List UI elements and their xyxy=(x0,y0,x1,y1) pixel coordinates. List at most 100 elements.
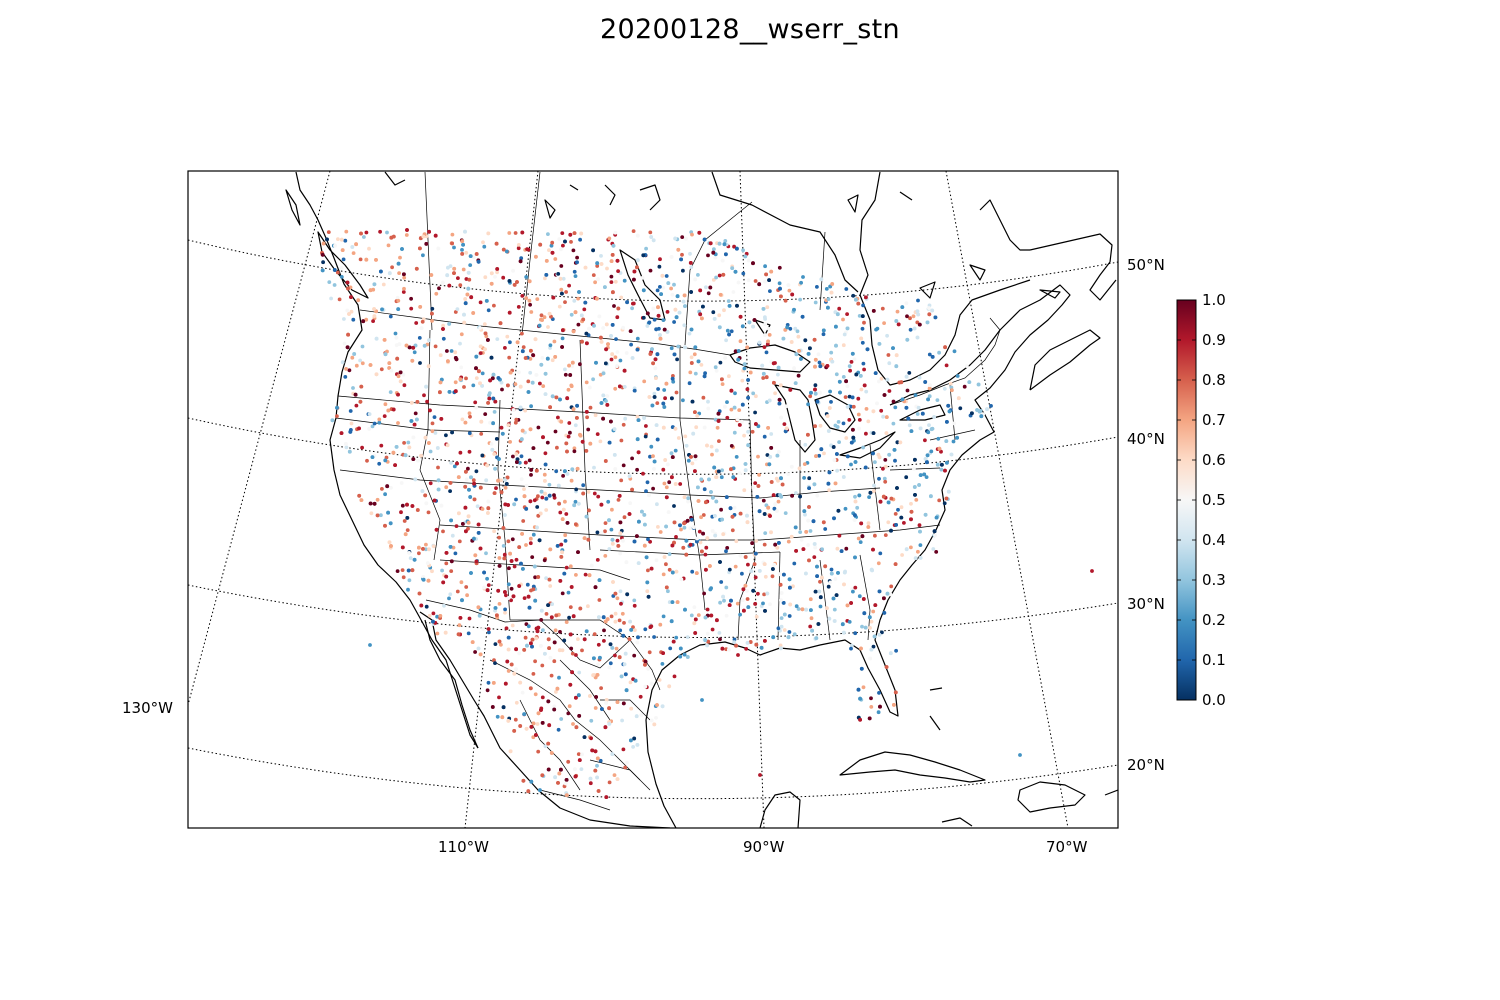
station-dot xyxy=(682,293,687,298)
station-dot xyxy=(859,646,863,651)
station-dot xyxy=(862,611,867,616)
station-dot xyxy=(344,367,348,371)
station-dot xyxy=(949,452,954,457)
station-dot xyxy=(441,327,445,331)
station-dot xyxy=(478,344,483,349)
station-dot xyxy=(561,507,566,512)
station-dot xyxy=(826,297,831,301)
station-dot xyxy=(421,547,425,551)
station-dot xyxy=(746,443,751,448)
station-dot xyxy=(569,646,574,651)
station-dot xyxy=(716,419,721,423)
station-dot xyxy=(743,583,748,588)
station-dot xyxy=(604,698,609,702)
station-dot xyxy=(534,626,539,631)
station-dot xyxy=(763,315,767,320)
station-dot xyxy=(484,299,489,303)
station-dot xyxy=(868,656,872,661)
station-dot xyxy=(591,377,595,382)
station-dot xyxy=(535,505,540,509)
station-dot xyxy=(550,250,555,255)
station-dot xyxy=(700,698,704,702)
station-dot xyxy=(347,368,352,373)
station-dot xyxy=(598,439,603,444)
station-dot xyxy=(515,340,520,345)
station-dot xyxy=(777,401,782,406)
station-dot xyxy=(560,291,564,296)
station-dot xyxy=(847,418,852,422)
station-dot xyxy=(372,314,377,318)
station-dot xyxy=(752,318,757,322)
station-dot xyxy=(893,458,897,463)
station-dot xyxy=(610,752,615,756)
station-dot xyxy=(787,614,792,618)
station-dot xyxy=(555,445,559,450)
station-dot xyxy=(528,427,533,432)
station-dot xyxy=(559,767,563,772)
station-dot xyxy=(809,608,813,612)
station-dot xyxy=(568,682,573,687)
station-dot xyxy=(533,692,538,697)
station-dot xyxy=(486,401,490,405)
station-dot xyxy=(793,525,798,530)
graticule-line xyxy=(188,584,1118,638)
station-dot xyxy=(529,310,534,314)
station-dot xyxy=(495,714,500,719)
station-dot xyxy=(784,426,789,431)
station-dot xyxy=(369,511,374,516)
station-dot xyxy=(476,531,481,535)
station-dot xyxy=(528,541,533,546)
station-dot xyxy=(908,316,912,321)
station-dot xyxy=(757,569,762,573)
station-dot xyxy=(647,650,652,655)
station-dot xyxy=(507,355,512,360)
lat-label-30: 30°N xyxy=(1127,595,1165,613)
station-dot xyxy=(529,348,533,353)
station-dot xyxy=(604,701,608,705)
station-dot xyxy=(609,259,614,263)
station-dot xyxy=(607,236,612,241)
station-dot xyxy=(632,603,637,608)
station-dot xyxy=(549,243,554,248)
station-dot xyxy=(476,605,481,610)
station-dot xyxy=(790,493,794,498)
station-dot xyxy=(559,555,564,559)
station-dot xyxy=(461,242,465,247)
station-dot xyxy=(725,328,730,333)
station-dot xyxy=(655,502,659,507)
station-dot xyxy=(349,309,354,314)
station-dot xyxy=(746,258,751,263)
station-dot xyxy=(675,600,680,604)
station-dot xyxy=(904,405,909,410)
station-dot xyxy=(435,614,439,619)
colorbar: 0.00.10.20.30.40.50.60.70.80.91.0 xyxy=(1176,291,1226,709)
station-dot xyxy=(586,537,591,542)
station-dot xyxy=(895,309,900,314)
station-dot xyxy=(788,326,793,331)
station-dot xyxy=(482,570,486,575)
station-dot xyxy=(656,305,660,310)
station-dot xyxy=(516,305,521,309)
station-dot xyxy=(555,686,560,691)
station-dot xyxy=(547,723,552,728)
station-dot xyxy=(543,451,548,456)
station-dot xyxy=(837,533,842,538)
station-dot xyxy=(680,252,684,257)
station-dot xyxy=(618,531,623,536)
station-dot xyxy=(683,434,688,439)
station-dot xyxy=(783,511,788,515)
station-dot xyxy=(400,568,405,572)
station-dot xyxy=(888,651,893,656)
station-dot xyxy=(621,747,626,752)
station-dot xyxy=(501,526,506,530)
station-dot xyxy=(498,321,503,326)
station-dot xyxy=(682,521,686,526)
station-dot xyxy=(421,253,425,258)
station-dot xyxy=(474,559,479,564)
station-dot xyxy=(871,431,876,435)
station-dot xyxy=(447,283,452,288)
station-dot xyxy=(763,279,767,284)
station-dot xyxy=(538,381,542,386)
station-dot xyxy=(892,703,896,707)
station-dot xyxy=(867,716,872,721)
